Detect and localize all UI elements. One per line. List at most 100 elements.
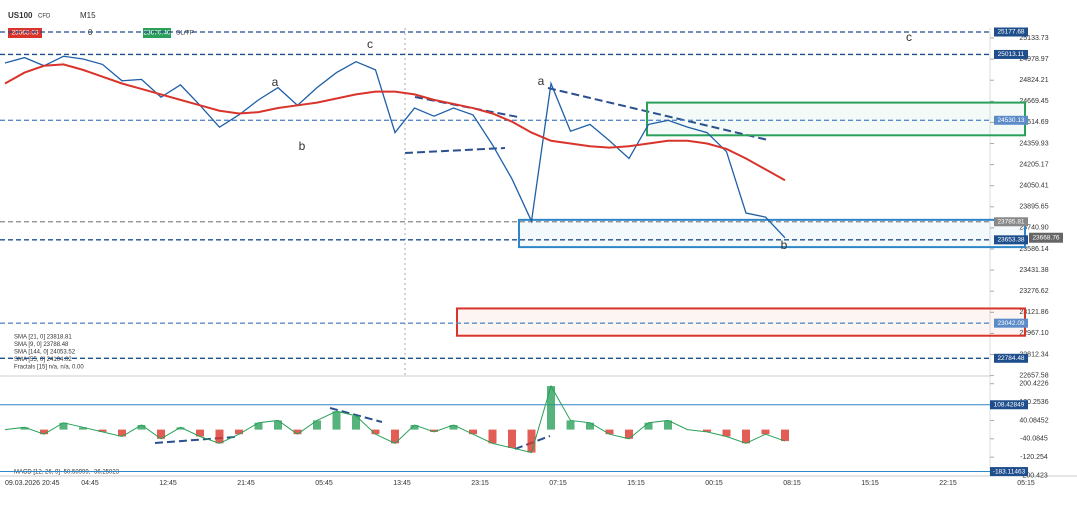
macd-bar	[352, 415, 360, 430]
level-box	[994, 27, 1028, 37]
y-tick-label: 24050.41	[1019, 183, 1048, 190]
macd-bar	[722, 429, 731, 437]
indicator-label: SMA [9, 0] 23788.48	[14, 342, 69, 348]
sell-price[interactable]: 23668.66	[11, 30, 38, 37]
y-tick-label: 22967.10	[1019, 330, 1048, 337]
trendline	[547, 87, 769, 141]
x-tick-label: 07:15	[549, 480, 567, 487]
macd-bar	[703, 429, 711, 432]
y-tick-label: 24978.97	[1019, 56, 1048, 63]
level-box	[994, 49, 1028, 59]
y-tick-label: 23895.65	[1019, 204, 1048, 211]
level-label: 23653.38	[997, 237, 1024, 244]
macd-bar	[781, 429, 789, 442]
level-box	[994, 217, 1028, 227]
indicator-label: Fractals [15] n/a, n/a, 0.00	[14, 365, 84, 371]
y-tick-label: 22657.58	[1019, 372, 1048, 379]
wave-label: c	[367, 37, 373, 51]
price-line	[4, 55, 786, 239]
macd-bar	[235, 429, 243, 435]
macd-bar	[371, 429, 380, 435]
wave-label: a	[272, 75, 279, 89]
y-tick-label: 200.4226	[1019, 381, 1048, 388]
y-tick-label: 24514.69	[1019, 119, 1048, 126]
last-price: 23668.76	[1032, 234, 1059, 241]
y-tick-label: 40.08452	[1019, 417, 1048, 424]
macd-bar	[644, 422, 653, 430]
kind: CFD	[38, 14, 51, 20]
x-tick-label: 05:45	[315, 480, 333, 487]
timeframe[interactable]: M15	[80, 11, 96, 20]
macd-bar	[40, 429, 48, 435]
level-box	[990, 400, 1028, 410]
macd-bar	[274, 420, 282, 430]
macd-label: MACD [12, 26, 9] -50.50999, -36.25023	[14, 470, 120, 476]
macd-bar	[430, 429, 438, 432]
y-tick-label: 24205.17	[1019, 161, 1048, 168]
macd-bar	[332, 411, 341, 430]
y-tick-label: -40.0845	[1020, 436, 1048, 443]
x-tick-label: 09.03.2026 20:45	[5, 480, 60, 487]
macd-bar	[449, 425, 458, 430]
macd-bar	[391, 429, 399, 444]
macd-bar	[488, 429, 497, 444]
macd-bar	[98, 429, 107, 432]
x-tick-label: 00:15	[705, 480, 723, 487]
trendline	[329, 407, 383, 423]
y-tick-label: 23431.38	[1019, 267, 1048, 274]
x-tick-label: 05:15	[1017, 480, 1035, 487]
level-box	[990, 467, 1028, 477]
y-tick-label: 120.2536	[1019, 399, 1048, 406]
macd-bar	[566, 420, 575, 430]
macd-bar	[508, 429, 516, 448]
zone	[646, 101, 1026, 137]
wave-label: b	[781, 238, 788, 252]
macd-bar	[547, 386, 555, 430]
macd-bar	[527, 429, 536, 453]
x-tick-label: 13:45	[393, 480, 411, 487]
y-tick-label: 24669.45	[1019, 98, 1048, 105]
level-box	[994, 115, 1028, 125]
level-label: -183.11463	[993, 468, 1026, 475]
y-tick-label: 23121.86	[1019, 309, 1048, 316]
y-tick-label: -200.423	[1020, 472, 1048, 479]
price-line	[4, 63, 786, 182]
y-tick-label: 23740.90	[1019, 225, 1048, 232]
x-tick-label: 15:15	[627, 480, 645, 487]
wave-label: a	[538, 74, 545, 88]
x-tick-label: 04:45	[81, 480, 99, 487]
level-box	[994, 318, 1028, 328]
x-tick-label: 23:15	[471, 480, 489, 487]
sltp[interactable]: SL/TP	[176, 30, 194, 37]
indicator-label: SMA [21, 0] 23818.81	[14, 335, 72, 341]
macd-line	[4, 384, 786, 454]
macd-bar	[176, 427, 185, 430]
macd-bar	[469, 429, 477, 435]
y-tick-label: -120.254	[1020, 454, 1048, 461]
macd-bar	[410, 425, 419, 430]
macd-bar	[59, 422, 68, 430]
level-label: 23785.81	[997, 218, 1024, 225]
symbol: US100	[8, 11, 33, 20]
sell-box[interactable]	[8, 28, 42, 38]
macd-bar	[605, 429, 614, 435]
macd-bar	[586, 422, 594, 430]
level-label: 25177.68	[997, 29, 1024, 36]
x-tick-label: 22:15	[939, 480, 957, 487]
macd-bar	[625, 429, 633, 439]
macd-bar	[215, 429, 224, 444]
y-tick-label: 22812.34	[1019, 351, 1048, 358]
macd-bar	[20, 427, 29, 430]
indicator-label: SMA [144, 0] 24053.52	[14, 350, 76, 356]
macd-bar	[761, 429, 770, 435]
macd-bar	[118, 429, 126, 437]
zone	[456, 307, 1026, 337]
buy-price[interactable]: 23670.46	[143, 30, 170, 37]
macd-bar	[79, 427, 87, 430]
x-tick-label: 15:15	[861, 480, 879, 487]
buy-box[interactable]	[143, 28, 171, 38]
trendline	[404, 147, 506, 154]
y-tick-label: 24359.93	[1019, 140, 1048, 147]
macd-bar	[313, 420, 321, 430]
level-label: 22784.48	[997, 355, 1024, 362]
